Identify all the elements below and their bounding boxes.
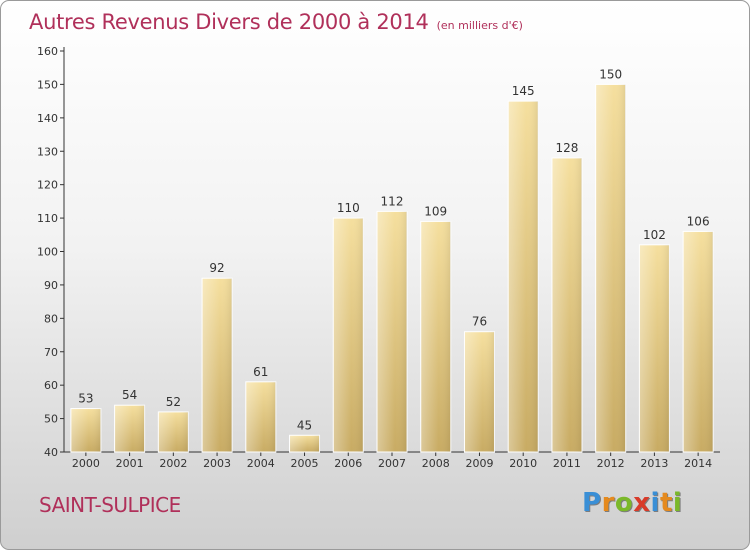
y-tick-label: 160 [37, 45, 58, 58]
bar-highlight [114, 405, 145, 452]
data-label: 102 [643, 228, 666, 242]
x-tick-label: 2006 [334, 457, 362, 470]
logo-letter: P [582, 488, 602, 518]
bar-highlight [639, 244, 670, 452]
axes: 40 50 60 70 80 90 100 110 120 130 140 150 160 2000 200… [37, 45, 720, 470]
y-tick-label: 70 [44, 346, 58, 359]
logo-letter: i [650, 488, 660, 518]
y-tick-label: 120 [37, 179, 58, 192]
bar-highlight [508, 101, 539, 452]
x-tick-label: 2008 [422, 457, 450, 470]
x-tick-label: 2004 [247, 457, 275, 470]
bar-highlight [377, 211, 407, 452]
x-tick-label: 2014 [684, 457, 712, 470]
data-label: 106 [687, 214, 710, 228]
y-tick-label: 110 [37, 212, 58, 225]
y-tick-label: 100 [37, 246, 58, 259]
y-tick-label: 130 [37, 145, 58, 158]
bar-highlight [464, 331, 495, 452]
bar-highlight [202, 278, 233, 452]
logo-letter: r [601, 488, 615, 518]
bar-highlight [683, 231, 714, 452]
bar-highlight [333, 218, 364, 452]
bar-highlight [551, 157, 582, 452]
data-label: 92 [209, 261, 224, 275]
data-label: 45 [297, 418, 312, 432]
data-label: 128 [555, 141, 578, 155]
data-label: 150 [599, 67, 622, 81]
x-tick-label: 2003 [203, 457, 231, 470]
x-tick-label: 2011 [553, 457, 581, 470]
logo-letter: x [633, 488, 651, 518]
y-tick-label: 90 [44, 279, 58, 292]
bar-highlight [245, 381, 276, 452]
x-tick-label: 2013 [640, 457, 668, 470]
bar-highlight [70, 408, 101, 452]
y-tick-label: 140 [37, 112, 58, 125]
logo-letter: i [672, 488, 683, 518]
data-label: 76 [472, 315, 487, 329]
x-tick-label: 2010 [509, 457, 537, 470]
y-tick-label: 80 [44, 312, 58, 325]
location-label: SAINT-SULPICE [39, 493, 181, 517]
logo-letter: o [614, 488, 634, 518]
y-tick-label: 50 [44, 413, 58, 426]
x-tick-label: 2007 [378, 457, 406, 470]
bars [70, 83, 714, 453]
data-label: 61 [253, 365, 268, 379]
bar-highlight [158, 411, 189, 452]
bar-highlight [420, 221, 451, 452]
bar-highlight [595, 84, 626, 453]
y-tick-label: 150 [37, 78, 58, 91]
chart-title-unit: (en milliers d'€) [436, 19, 523, 32]
proxiti-logo: Proxiti [582, 488, 682, 518]
bar-highlight [289, 435, 320, 452]
data-labels: 53 54 52 92 61 45 110 112 109 76 145 128 150 102 106 [78, 67, 709, 432]
x-tick-label: 2001 [116, 457, 144, 470]
data-label: 54 [122, 388, 137, 402]
chart-title: Autres Revenus Divers de 2000 à 2014 (en … [29, 10, 523, 34]
logo-letter: t [659, 488, 673, 518]
data-label: 110 [337, 201, 360, 215]
y-tick-label: 60 [44, 379, 58, 392]
x-tick-label: 2009 [465, 457, 493, 470]
y-tick-label: 40 [44, 446, 58, 459]
x-tick-label: 2012 [597, 457, 625, 470]
data-label: 145 [512, 84, 535, 98]
data-label: 109 [424, 204, 447, 218]
data-label: 112 [381, 194, 404, 208]
data-label: 52 [166, 395, 181, 409]
data-label: 53 [78, 392, 93, 406]
x-tick-label: 2000 [72, 457, 100, 470]
x-tick-label: 2002 [159, 457, 187, 470]
x-tick-label: 2005 [291, 457, 319, 470]
chart-title-text: Autres Revenus Divers de 2000 à 2014 [29, 10, 429, 34]
